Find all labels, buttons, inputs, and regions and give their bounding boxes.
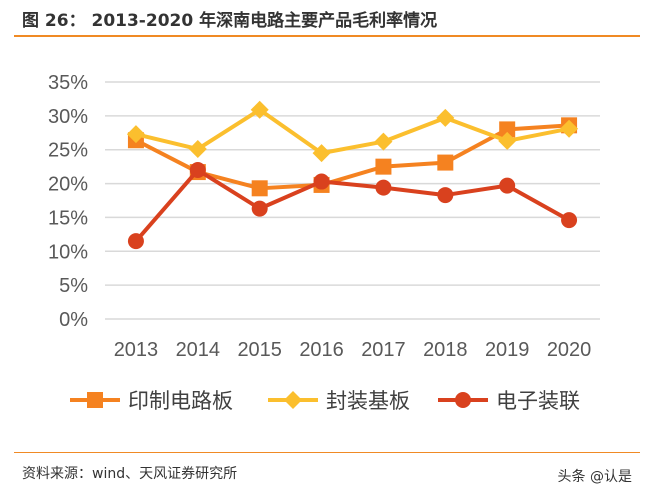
data-point	[560, 119, 579, 138]
series-line	[135, 107, 570, 156]
credit-text: 头条 @认是	[557, 469, 632, 485]
data-point	[251, 180, 268, 197]
data-point	[127, 233, 144, 250]
chart-title: 图 26： 2013-2020 年深南电路主要产品毛利率情况	[22, 11, 438, 31]
x-tick-label: 2017	[361, 339, 406, 361]
data-point	[498, 131, 517, 150]
data-point	[437, 187, 454, 204]
data-point	[499, 121, 516, 138]
x-tick-label: 2015	[237, 339, 282, 361]
y-tick-label: 5%	[59, 275, 88, 297]
legend-item: 印制电路板	[70, 389, 233, 413]
x-tick-label: 2014	[176, 339, 221, 361]
legend-marker	[87, 392, 103, 408]
data-point	[126, 125, 145, 144]
footer-divider	[14, 452, 640, 453]
data-point	[250, 100, 269, 119]
y-tick-label: 15%	[48, 207, 88, 229]
y-tick-label: 0%	[59, 309, 88, 331]
data-point	[375, 158, 392, 175]
legend-label: 印制电路板	[128, 389, 233, 413]
data-point	[188, 140, 207, 159]
source-note: 资料来源：wind、天风证券研究所	[22, 466, 238, 482]
x-tick-label: 2013	[114, 339, 159, 361]
legend-item: 封装基板	[268, 389, 410, 413]
x-tick-label: 2016	[299, 339, 344, 361]
data-point	[437, 154, 454, 171]
y-tick-label: 20%	[48, 174, 88, 196]
series-diamond	[126, 100, 579, 163]
x-tick-label: 2020	[547, 339, 592, 361]
data-point	[374, 132, 393, 151]
legend-item: 电子装联	[438, 389, 580, 413]
y-tick-label: 30%	[48, 106, 88, 128]
series-circle	[127, 162, 578, 250]
data-point	[313, 173, 330, 190]
title-divider	[14, 35, 640, 37]
legend-label: 电子装联	[496, 389, 580, 413]
data-point	[561, 212, 578, 229]
data-point	[251, 200, 268, 217]
legend-marker	[455, 392, 471, 408]
data-point	[375, 179, 392, 196]
legend-marker	[284, 391, 302, 409]
x-tick-label: 2019	[485, 339, 530, 361]
x-tick-label: 2018	[423, 339, 468, 361]
series-line	[134, 168, 571, 243]
data-point	[312, 144, 331, 163]
data-point	[499, 177, 516, 194]
y-tick-label: 10%	[48, 241, 88, 263]
y-tick-label: 35%	[48, 72, 88, 94]
line-chart: 0% 5% 10% 15% 20% 25% 30% 35% 2013 2014 2015 2016 20…	[48, 72, 600, 413]
data-point	[189, 162, 206, 179]
y-tick-label: 25%	[48, 140, 88, 162]
legend-label: 封装基板	[326, 389, 410, 413]
data-point	[436, 108, 455, 127]
